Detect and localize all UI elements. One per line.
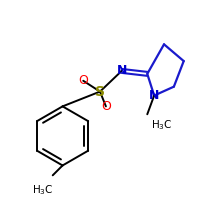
Text: S: S [95,85,105,99]
Text: N: N [116,64,127,77]
Text: O: O [78,74,88,87]
Text: H$_3$C: H$_3$C [151,118,173,132]
Text: O: O [101,100,111,113]
Text: H$_3$C: H$_3$C [32,183,54,197]
Text: N: N [149,89,159,102]
